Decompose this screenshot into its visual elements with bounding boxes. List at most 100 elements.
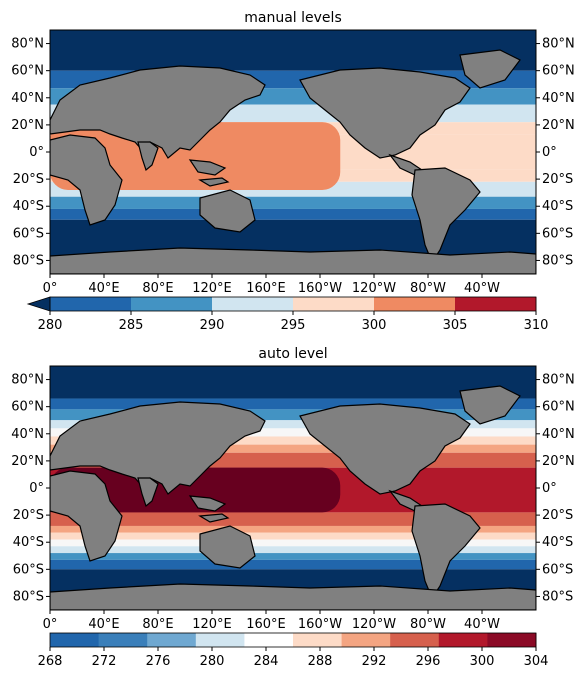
y-tick-label-right: 80°S <box>542 589 573 604</box>
colorbar-segment <box>147 633 197 647</box>
y-tick-label-left: 60°N <box>11 400 44 415</box>
colorbar-tick-label: 276 <box>146 654 171 669</box>
bottom-title: auto level <box>258 346 327 362</box>
band-10 <box>50 525 536 533</box>
y-tick-label-right: 0° <box>542 481 557 496</box>
y-tick-label-left: 60°S <box>13 226 44 241</box>
band-0 <box>50 366 536 399</box>
colorbar-tick-label: 284 <box>254 654 279 669</box>
bottom-map <box>50 366 536 610</box>
x-tick-label: 0° <box>43 281 58 296</box>
y-tick-label-left: 20°N <box>11 454 44 469</box>
band-3 <box>50 420 536 429</box>
colorbar-frame <box>49 632 537 648</box>
y-tick-label-left: 40°S <box>13 535 44 550</box>
bottom-panel: auto level 80°N 60°N 40°N 20°N 0° 20°S 40°S 60°… <box>11 346 575 669</box>
x-tick-label: 80°E <box>142 617 173 632</box>
y-tick-label-left: 60°S <box>13 562 44 577</box>
top-title: manual levels <box>244 10 341 26</box>
x-tick-label: 160°W <box>298 617 342 632</box>
colorbar-tick-label: 272 <box>92 654 117 669</box>
band-5 <box>50 436 536 445</box>
colorbar-segment <box>195 633 245 647</box>
y-tick-label-right: 40°N <box>542 91 575 106</box>
bottom-colorbar <box>49 632 537 648</box>
colorbar-segment <box>293 633 343 647</box>
colorbar-tick-label: 280 <box>200 654 225 669</box>
colorbar-tick-label: 295 <box>281 318 306 333</box>
top-colorbar-ticks: 280 285 290 295 300 305 310 <box>38 311 549 333</box>
bottom-y-ticks-left: 80°N 60°N 40°N 20°N 0° 20°S 40°S 60°S 80°S <box>11 373 50 604</box>
x-tick-label: 80°W <box>410 281 446 296</box>
band-13 <box>50 546 536 554</box>
bottom-y-ticks-right: 80°N 60°N 40°N 20°N 0° 20°S 40°S 60°S 80°S <box>536 373 575 604</box>
colorbar-tick-label: 285 <box>119 318 144 333</box>
top-y-ticks-left: 80°N 60°N 40°N 20°N 0° 20°S 40°S 60°S 80°S <box>11 37 50 268</box>
band-2 <box>50 409 536 421</box>
colorbar-segment <box>438 633 488 647</box>
y-tick-label-left: 80°S <box>13 589 44 604</box>
y-tick-label-left: 20°S <box>13 508 44 523</box>
bottom-warm-pool <box>50 467 341 513</box>
y-tick-label-right: 80°N <box>542 373 575 388</box>
x-tick-label: 120°E <box>192 617 232 632</box>
colorbar-tick-label: 296 <box>416 654 441 669</box>
y-tick-label-right: 20°N <box>542 454 575 469</box>
y-tick-label-left: 40°N <box>11 427 44 442</box>
y-tick-label-right: 40°S <box>542 535 573 550</box>
band-1 <box>50 398 536 410</box>
colorbar-tick-label: 300 <box>470 654 495 669</box>
colorbar-segment <box>244 633 294 647</box>
y-tick-label-right: 20°S <box>542 172 573 187</box>
top-panel: manual levels 80°N 60°N 40°N 20°N 0° 20°S 40°S… <box>11 10 575 333</box>
colorbar-tick-label: 304 <box>524 654 549 669</box>
y-tick-label-right: 80°N <box>542 37 575 52</box>
y-tick-label-right: 40°N <box>542 427 575 442</box>
colorbar-segment <box>390 633 440 647</box>
colorbar-segment <box>131 297 213 311</box>
colorbar-segment <box>341 633 391 647</box>
colorbar-tick-label: 288 <box>308 654 333 669</box>
x-tick-label: 40°E <box>88 617 119 632</box>
x-tick-label: 0° <box>43 617 58 632</box>
colorbar-segment <box>212 297 294 311</box>
y-tick-label-right: 20°N <box>542 118 575 133</box>
x-tick-label: 120°E <box>192 281 232 296</box>
x-tick-label: 80°E <box>142 281 173 296</box>
colorbar-tick-label: 280 <box>38 318 63 333</box>
band-6 <box>50 444 536 453</box>
band-15 <box>50 559 536 570</box>
x-tick-label: 40°E <box>88 281 119 296</box>
y-tick-label-right: 80°S <box>542 253 573 268</box>
y-tick-label-right: 60°N <box>542 400 575 415</box>
colorbar-tick-label: 310 <box>524 318 549 333</box>
band-4 <box>50 428 536 437</box>
colorbar-tick-label: 290 <box>200 318 225 333</box>
y-tick-label-left: 20°N <box>11 118 44 133</box>
band-14 <box>50 553 536 560</box>
colorbar-segment <box>50 633 100 647</box>
y-tick-label-right: 60°S <box>542 226 573 241</box>
colorbar-segment <box>50 297 132 311</box>
bottom-x-ticks: 0° 40°E 80°E 120°E 160°E 160°W 120°W 80°W 40°W <box>43 610 500 632</box>
top-y-ticks-right: 80°N 60°N 40°N 20°N 0° 20°S 40°S 60°S 80°S <box>536 37 575 268</box>
y-tick-label-right: 0° <box>542 145 557 160</box>
bottom-colorbar-ticks: 268 272 276 280 284 288 292 296 300 304 <box>38 647 549 669</box>
x-tick-label: 160°E <box>246 617 286 632</box>
y-tick-label-left: 80°N <box>11 37 44 52</box>
band-9 <box>50 208 536 220</box>
colorbar-tick-label: 268 <box>38 654 63 669</box>
y-tick-label-left: 20°S <box>13 172 44 187</box>
y-tick-label-left: 40°S <box>13 199 44 214</box>
x-tick-label: 80°W <box>410 617 446 632</box>
y-tick-label-right: 60°N <box>542 64 575 79</box>
top-map <box>50 30 536 274</box>
band-0 <box>50 30 536 71</box>
x-tick-label: 160°E <box>246 281 286 296</box>
x-tick-label: 120°W <box>352 617 396 632</box>
y-tick-label-left: 80°S <box>13 253 44 268</box>
y-tick-label-left: 80°N <box>11 373 44 388</box>
y-tick-label-right: 20°S <box>542 508 573 523</box>
x-tick-label: 120°W <box>352 281 396 296</box>
